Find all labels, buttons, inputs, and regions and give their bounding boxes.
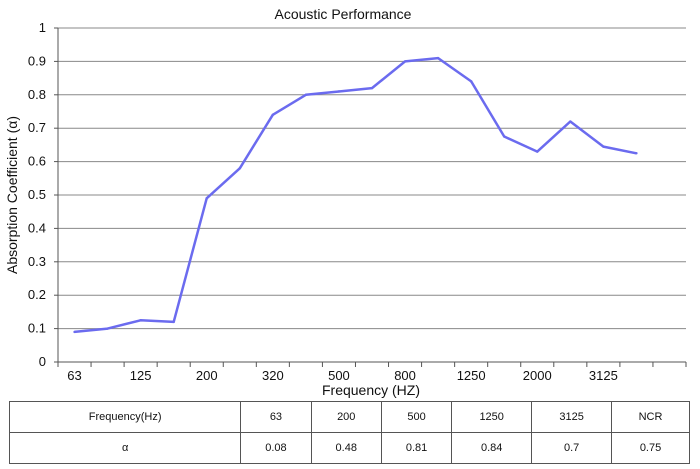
x-tick-label: 63: [67, 368, 81, 383]
y-tick-label: 1: [39, 20, 46, 35]
y-tick-label: 0.5: [28, 187, 46, 202]
x-tick-label: 320: [262, 368, 284, 383]
data-point: [469, 80, 473, 83]
y-tick-label: 0.4: [28, 220, 46, 235]
data-point: [271, 113, 275, 117]
table-cell: 0.84: [451, 432, 533, 464]
y-tick-label: 0.6: [28, 154, 46, 169]
data-point: [635, 152, 638, 155]
data-point: [139, 319, 142, 322]
chart-title: Acoustic Performance: [275, 6, 412, 22]
table-header-row: Frequency(Hz) 63 200 500 1250 3125 NCR: [8, 401, 690, 433]
x-axis-label: Frequency (HZ): [322, 382, 420, 398]
y-tick-label: 0.9: [28, 53, 46, 68]
data-point: [73, 330, 76, 334]
x-tick-label: 125: [130, 368, 152, 383]
y-tick-label: 0: [39, 354, 46, 369]
data-point: [503, 135, 506, 138]
y-tick-label: 0.2: [28, 287, 46, 302]
data-table: Frequency(Hz) 63 200 500 1250 3125 NCR α…: [8, 401, 690, 464]
x-tick-label: 1250: [457, 368, 486, 383]
data-point: [602, 145, 605, 148]
x-tick-label: 3125: [589, 368, 618, 383]
data-point: [536, 150, 539, 153]
y-tick-label: 0.3: [28, 254, 46, 269]
chart: Acoustic Performance 0 0.1 0.2 0.3 0.4 0.5 0.6…: [4, 6, 687, 398]
x-axis-ticks: 63 125 200 320 500 800 1250 2000 3125: [67, 368, 618, 383]
x-tick-label: 2000: [523, 368, 552, 383]
series-line-group: [73, 56, 638, 334]
y-tick-label: 0.8: [28, 87, 46, 102]
table-cell: 0.75: [611, 432, 690, 464]
data-point: [370, 86, 374, 90]
table-cell: 500: [380, 401, 453, 433]
table-cell: Frequency(Hz): [8, 401, 242, 433]
y-axis-ticks: 0 0.1 0.2 0.3 0.4 0.5 0.6 0.7 0.8 0.9 1: [28, 20, 46, 369]
table-cell: 63: [240, 401, 312, 433]
table-cell: 0.81: [380, 432, 453, 464]
table-cell: 0.7: [531, 432, 613, 464]
data-point: [106, 327, 109, 330]
table-cell: 200: [310, 401, 382, 433]
x-tick-label: 800: [394, 368, 416, 383]
data-point: [337, 90, 341, 93]
table-cell: α: [8, 432, 242, 464]
y-tick-label: 0.7: [28, 120, 46, 135]
data-point: [238, 167, 241, 170]
data-point: [172, 320, 175, 324]
series-line: [74, 56, 637, 334]
y-tick-label: 0.1: [28, 321, 46, 336]
data-point: [403, 60, 407, 63]
data-point: [205, 197, 208, 200]
data-point: [436, 56, 440, 60]
table-cell: NCR: [611, 401, 690, 433]
table-cell: 0.08: [240, 432, 312, 464]
data-point: [569, 120, 572, 123]
table-cell: 1250: [451, 401, 533, 433]
table-row: α 0.08 0.48 0.81 0.84 0.7 0.75: [8, 432, 690, 464]
data-point: [304, 93, 308, 97]
y-axis-label: Absorption Coefficient (α): [4, 116, 20, 274]
grid: [54, 27, 687, 367]
table-cell: 0.48: [310, 432, 382, 464]
x-tick-label: 200: [196, 368, 218, 383]
table-cell: 3125: [531, 401, 613, 433]
x-tick-label: 500: [328, 368, 350, 383]
